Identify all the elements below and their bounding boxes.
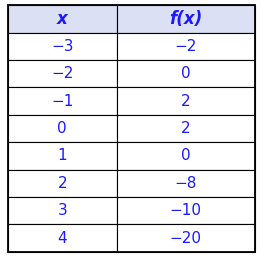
Text: 4: 4 <box>58 231 67 246</box>
Text: 2: 2 <box>181 121 191 136</box>
Bar <box>8 60 117 87</box>
Text: −2: −2 <box>51 66 73 81</box>
Bar <box>117 197 255 224</box>
Bar <box>117 224 255 252</box>
Text: 1: 1 <box>58 148 67 163</box>
Bar <box>8 224 117 252</box>
Bar <box>117 60 255 87</box>
Text: −8: −8 <box>175 176 197 191</box>
Bar <box>117 87 255 115</box>
Text: 0: 0 <box>181 148 191 163</box>
Bar <box>117 115 255 142</box>
Bar <box>117 170 255 197</box>
Bar <box>8 87 117 115</box>
Bar <box>8 170 117 197</box>
Bar <box>8 33 117 60</box>
Text: 0: 0 <box>181 66 191 81</box>
Bar <box>8 197 117 224</box>
Bar <box>117 5 255 33</box>
Text: x: x <box>57 10 68 28</box>
Text: −20: −20 <box>170 231 202 246</box>
Text: 3: 3 <box>57 203 67 218</box>
Bar <box>117 33 255 60</box>
Bar <box>117 142 255 170</box>
Bar <box>8 115 117 142</box>
Text: 2: 2 <box>58 176 67 191</box>
Text: 0: 0 <box>58 121 67 136</box>
Text: −10: −10 <box>170 203 202 218</box>
Bar <box>8 142 117 170</box>
Text: −2: −2 <box>175 39 197 54</box>
Bar <box>8 5 117 33</box>
Text: −3: −3 <box>51 39 74 54</box>
Text: 2: 2 <box>181 94 191 109</box>
Text: −1: −1 <box>51 94 73 109</box>
Text: f(x): f(x) <box>169 10 203 28</box>
